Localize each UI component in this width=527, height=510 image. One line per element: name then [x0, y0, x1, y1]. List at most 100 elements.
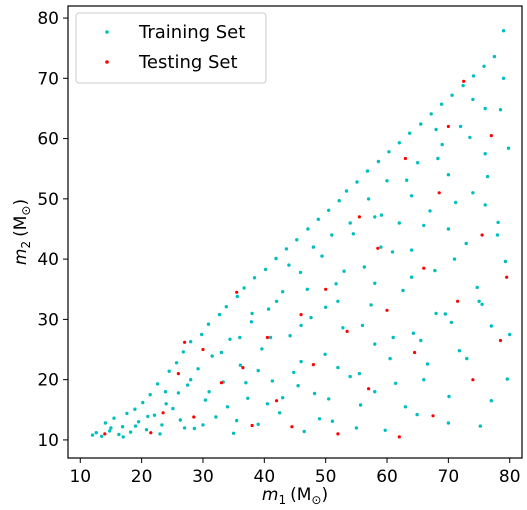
- training-point-124: [176, 391, 181, 395]
- training-point-9: [128, 430, 133, 434]
- training-point-144: [330, 233, 334, 237]
- training-point-126: [189, 378, 193, 382]
- legend-label-training: Training Set: [138, 22, 245, 43]
- training-point-80: [383, 428, 387, 432]
- training-point-23: [181, 350, 185, 354]
- training-point-105: [471, 74, 476, 78]
- training-point-100: [454, 200, 458, 205]
- training-point-122: [158, 432, 162, 436]
- training-point-177: [327, 397, 331, 401]
- training-point-106: [475, 285, 479, 290]
- training-point-85: [401, 288, 405, 293]
- training-point-0: [90, 433, 95, 437]
- x-tick-label: 80: [499, 467, 521, 487]
- training-point-90: [419, 122, 423, 126]
- training-point-97: [443, 312, 447, 316]
- testing-point-11: [265, 335, 269, 340]
- training-point-12: [141, 400, 145, 405]
- training-point-54: [292, 370, 296, 375]
- training-point-147: [348, 221, 352, 225]
- testing-point-2: [161, 411, 165, 415]
- training-point-19: [167, 369, 171, 373]
- training-point-103: [464, 241, 468, 246]
- training-point-40: [242, 286, 246, 290]
- training-point-28: [200, 332, 204, 337]
- training-point-123: [164, 402, 168, 406]
- training-point-69: [344, 189, 349, 193]
- training-point-83: [393, 381, 398, 385]
- training-point-33: [217, 312, 222, 317]
- training-point-29: [203, 398, 208, 402]
- training-point-176: [296, 384, 300, 388]
- training-point-22: [178, 418, 182, 422]
- training-point-190: [409, 194, 414, 198]
- training-point-55: [295, 238, 299, 242]
- training-point-82: [390, 250, 395, 254]
- training-point-165: [458, 124, 463, 129]
- training-point-171: [495, 233, 500, 237]
- training-point-36: [228, 337, 232, 341]
- testing-point-33: [480, 233, 484, 237]
- training-point-56: [298, 270, 303, 275]
- training-point-13: [144, 428, 149, 432]
- training-point-3: [103, 421, 108, 425]
- x-tick-label: 30: [192, 467, 214, 487]
- training-point-37: [231, 431, 236, 435]
- x-tick-label: 20: [131, 467, 153, 487]
- testing-point-14: [299, 313, 303, 317]
- training-point-112: [496, 220, 500, 225]
- training-point-135: [268, 335, 273, 340]
- y-axis-label: m2(M⊙): [11, 199, 33, 265]
- legend: Training Set Testing Set: [75, 12, 267, 84]
- testing-point-8: [235, 290, 239, 294]
- training-point-184: [336, 299, 340, 303]
- training-point-53: [288, 334, 292, 338]
- training-point-66: [334, 282, 338, 286]
- training-point-143: [324, 305, 328, 309]
- training-point-77: [373, 342, 377, 346]
- training-point-21: [174, 361, 179, 365]
- testing-point-35: [498, 338, 503, 343]
- x-tick-label: 10: [69, 467, 91, 487]
- legend-marker-training: [105, 30, 109, 34]
- training-point-161: [434, 311, 438, 316]
- training-point-89: [415, 412, 419, 417]
- x-axis-label: m1 (M⊙): [262, 485, 328, 507]
- training-point-75: [365, 169, 370, 173]
- training-point-185: [373, 281, 377, 285]
- training-point-193: [434, 127, 438, 132]
- training-point-11: [136, 420, 141, 424]
- testing-point-36: [505, 275, 509, 279]
- training-point-39: [238, 363, 243, 367]
- training-point-46: [263, 267, 268, 272]
- training-point-121: [146, 414, 150, 419]
- testing-point-10: [250, 423, 254, 428]
- testing-point-15: [311, 363, 315, 367]
- training-point-96: [439, 102, 444, 106]
- training-point-145: [336, 365, 340, 370]
- training-point-154: [391, 335, 395, 340]
- points-layer: [90, 29, 512, 439]
- testing-point-6: [201, 347, 205, 352]
- testing-point-29: [446, 124, 450, 129]
- training-point-31: [210, 354, 214, 358]
- training-point-129: [219, 350, 224, 355]
- training-point-127: [201, 423, 205, 427]
- training-point-99: [450, 93, 454, 97]
- training-point-26: [192, 426, 197, 431]
- training-point-151: [373, 390, 377, 394]
- testing-point-1: [149, 431, 153, 435]
- y-tick-label: 30: [37, 310, 59, 330]
- training-point-63: [323, 352, 327, 356]
- training-point-169: [483, 106, 487, 111]
- training-point-5: [112, 416, 116, 420]
- training-point-133: [250, 311, 254, 316]
- training-point-94: [433, 268, 437, 273]
- training-point-6: [117, 432, 121, 437]
- training-point-179: [388, 356, 392, 361]
- training-point-116: [505, 377, 509, 381]
- training-point-73: [358, 403, 363, 407]
- testing-point-30: [456, 299, 460, 303]
- training-point-78: [376, 159, 381, 164]
- training-point-173: [508, 332, 512, 337]
